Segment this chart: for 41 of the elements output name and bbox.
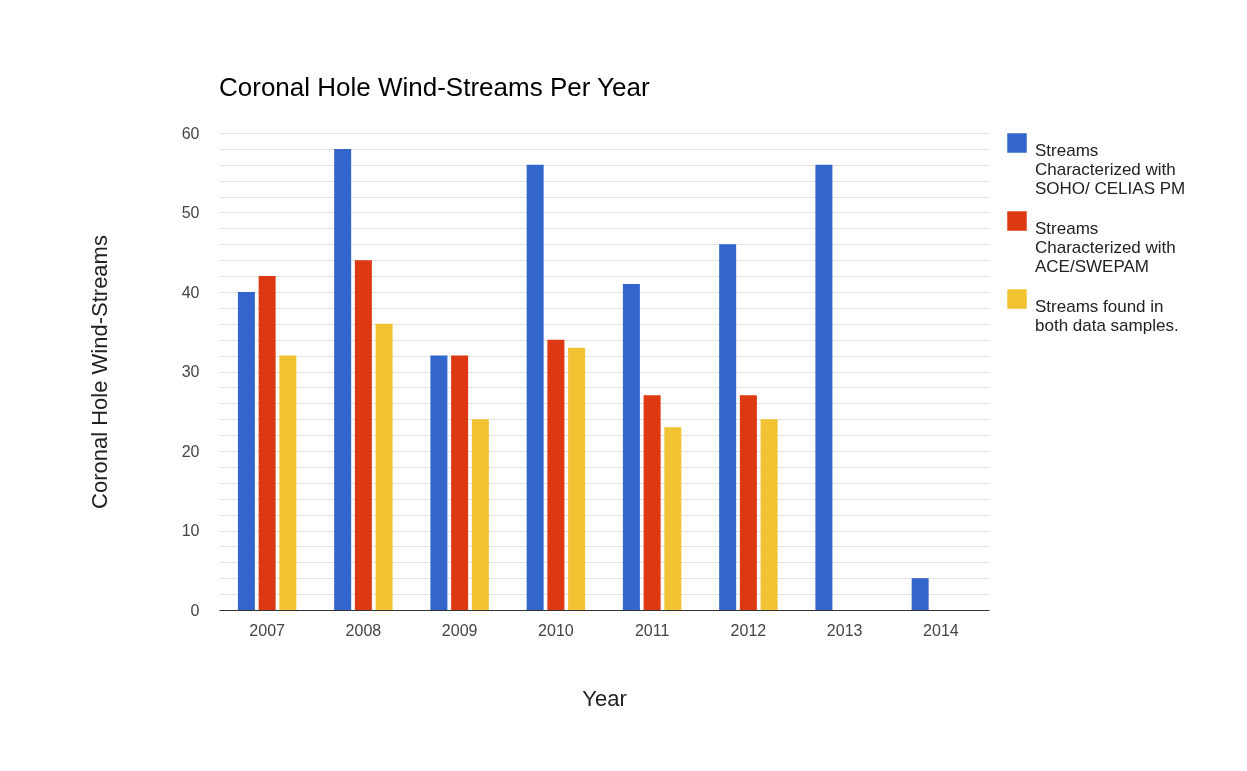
x-tick-label: 2013 xyxy=(826,621,863,639)
chart-title: Coronal Hole Wind-Streams Per Year xyxy=(219,72,650,102)
legend-label: Streams Characterized with SOHO/ CELIAS PM xyxy=(1035,141,1186,198)
legend-label: Streams Characterized with ACE/SWEPAM xyxy=(1035,219,1176,276)
bar xyxy=(471,419,489,610)
bar xyxy=(526,164,544,610)
bar xyxy=(760,419,778,610)
y-tick-label: 0 xyxy=(190,601,200,619)
x-tick-label: 2014 xyxy=(923,621,959,639)
x-tick-label: 2009 xyxy=(441,621,478,639)
bar xyxy=(237,292,255,610)
bar xyxy=(354,260,372,610)
bar xyxy=(719,244,737,610)
bar xyxy=(334,148,352,610)
bar xyxy=(258,276,276,610)
x-tick-label: 2007 xyxy=(249,621,286,639)
bar xyxy=(664,427,682,610)
x-axis-title: Year xyxy=(582,685,627,711)
y-tick-label: 40 xyxy=(181,283,200,301)
bar xyxy=(622,284,640,610)
y-tick-label: 10 xyxy=(181,522,200,539)
y-tick-label: 60 xyxy=(181,124,200,142)
y-tick-label: 20 xyxy=(181,442,200,460)
bar xyxy=(547,339,565,610)
x-tick-label: 2010 xyxy=(538,621,574,639)
bar xyxy=(430,355,448,610)
y-tick-label: 50 xyxy=(181,204,200,221)
bar xyxy=(279,355,297,610)
bar xyxy=(568,347,586,610)
x-tick-label: 2012 xyxy=(730,621,767,639)
y-tick-label: 30 xyxy=(181,363,200,380)
bar xyxy=(911,578,929,610)
bar xyxy=(815,164,833,610)
y-axis-title: Coronal Hole Wind-Streams xyxy=(86,235,112,509)
bar xyxy=(375,323,393,610)
bar xyxy=(451,355,469,610)
bar xyxy=(643,395,661,610)
legend-label: Streams found in both data samples. xyxy=(1035,297,1179,335)
x-tick-label: 2011 xyxy=(634,621,670,639)
bar xyxy=(739,395,757,610)
x-tick-label: 2008 xyxy=(345,621,382,639)
